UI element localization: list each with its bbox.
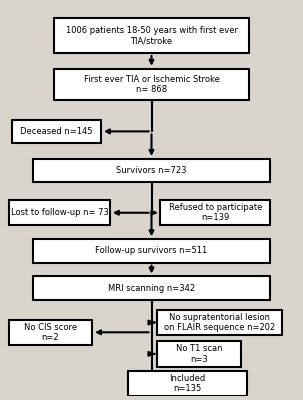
Text: Survivors n=723: Survivors n=723 [116, 166, 187, 175]
Text: No supratentorial lesion
on FLAIR sequence n=202: No supratentorial lesion on FLAIR sequen… [164, 313, 275, 332]
FancyBboxPatch shape [158, 341, 241, 366]
Text: Included
n=135: Included n=135 [169, 374, 205, 393]
Text: No T1 scan
n=3: No T1 scan n=3 [176, 344, 222, 364]
Text: Refused to participate
n=139: Refused to participate n=139 [169, 203, 262, 222]
FancyBboxPatch shape [33, 159, 270, 182]
Text: Lost to follow-up n= 73: Lost to follow-up n= 73 [11, 208, 108, 217]
Text: No CIS score
n=2: No CIS score n=2 [24, 322, 77, 342]
FancyBboxPatch shape [158, 310, 282, 335]
Text: Deceased n=145: Deceased n=145 [20, 127, 93, 136]
FancyBboxPatch shape [33, 276, 270, 300]
FancyBboxPatch shape [12, 120, 101, 143]
FancyBboxPatch shape [160, 200, 270, 226]
FancyBboxPatch shape [54, 18, 249, 53]
FancyBboxPatch shape [9, 200, 110, 226]
FancyBboxPatch shape [33, 239, 270, 263]
Text: Follow-up survivors n=511: Follow-up survivors n=511 [95, 246, 208, 256]
Text: MRI scanning n=342: MRI scanning n=342 [108, 284, 195, 293]
Text: 1006 patients 18-50 years with first ever
TIA/stroke: 1006 patients 18-50 years with first eve… [65, 26, 238, 45]
FancyBboxPatch shape [9, 320, 92, 345]
FancyBboxPatch shape [128, 370, 247, 396]
Text: First ever TIA or Ischemic Stroke
n= 868: First ever TIA or Ischemic Stroke n= 868 [84, 75, 219, 94]
FancyBboxPatch shape [54, 69, 249, 100]
